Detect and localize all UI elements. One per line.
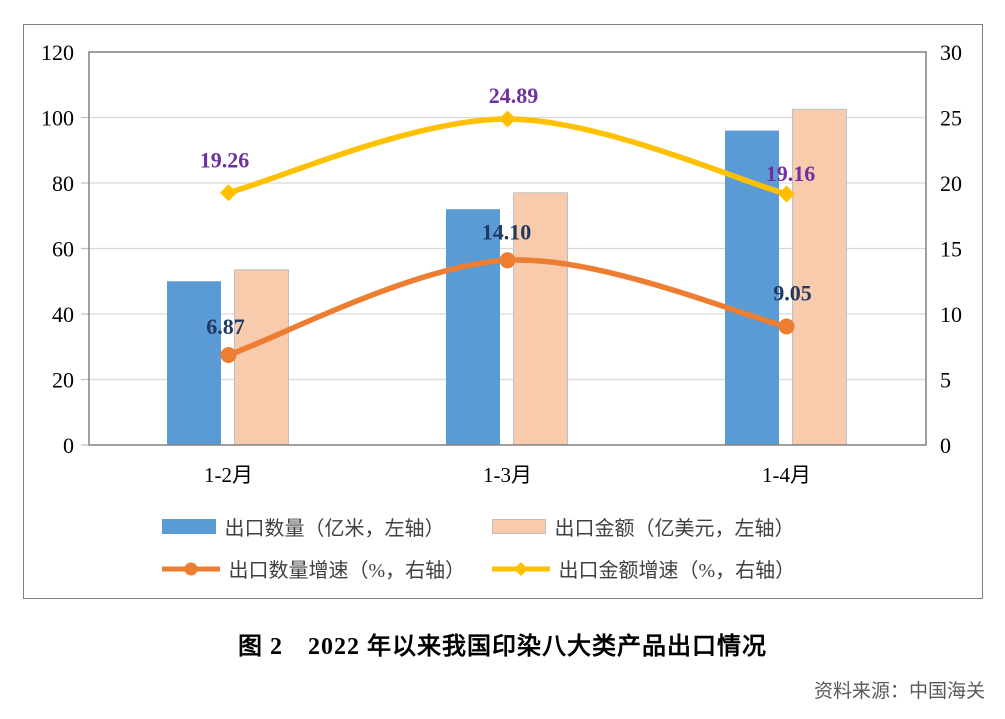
data-label-export-quantity-growth-line-0: 6.87 [206, 314, 245, 339]
right-axis-label-15: 15 [940, 237, 962, 262]
left-axis-label-40: 40 [52, 302, 74, 327]
x-axis-label-1: 1-3月 [483, 463, 532, 487]
left-axis-label-0: 0 [63, 433, 74, 458]
data-source: 资料来源：中国海关 [813, 681, 985, 702]
legend-label: 出口金额（亿美元，左轴） [554, 518, 795, 540]
data-label-export-amount-growth-line-0: 19.26 [200, 148, 250, 173]
diamond-line-swatch-svg [489, 561, 552, 576]
legend-item-export-amount-growth: 出口金额增速（%，右轴） [489, 554, 844, 583]
legend-label: 出口数量增速（%，右轴） [228, 560, 466, 582]
figure-caption: 图 2 2022 年以来我国印染八大类产品出口情况 [238, 634, 767, 660]
diamond-marker-0 [220, 184, 237, 202]
data-label-export-quantity-growth-line-1: 14.10 [482, 219, 532, 244]
left-axis-label-60: 60 [52, 237, 74, 262]
data-label-export-amount-growth-line-2: 19.16 [766, 161, 816, 186]
legend-item-export-quantity: 出口数量（亿米，左轴） [161, 512, 492, 541]
circle-marker-2 [778, 318, 795, 335]
diamond-marker-1 [499, 110, 516, 128]
plot-border [88, 51, 927, 446]
circle-line-swatch-svg [159, 562, 222, 575]
data-label-export-quantity-growth-line-2: 9.05 [773, 280, 812, 305]
export-quantity-bar-0 [167, 281, 221, 445]
right-axis-label-5: 5 [940, 368, 951, 393]
export-quantity-bar-swatch [161, 519, 216, 534]
legend-label: 出口数量（亿米，左轴） [224, 518, 445, 540]
right-axis-label-10: 10 [940, 302, 962, 327]
export-amount-bar-0 [234, 269, 289, 446]
right-axis-label-0: 0 [940, 433, 951, 458]
left-axis-label-100: 100 [41, 106, 74, 131]
left-axis-label-120: 120 [41, 40, 74, 65]
export-quantity-bar-1 [446, 209, 500, 445]
chart-legend-row-1: 出口数量（亿米，左轴） 出口金额（亿美元，左轴） [0, 512, 1005, 541]
right-axis-label-30: 30 [940, 40, 962, 65]
right-axis-label-25: 25 [940, 106, 962, 131]
export-amount-bar-2 [792, 108, 847, 446]
circle-marker-1 [499, 252, 516, 269]
legend-item-export-amount: 出口金额（亿美元，左轴） [491, 512, 844, 541]
left-axis-label-80: 80 [52, 171, 74, 196]
x-axis-label-0: 1-2月 [204, 463, 253, 487]
circle-marker-0 [220, 347, 237, 364]
legend-label: 出口金额增速（%，右轴） [558, 560, 796, 582]
left-axis-label-20: 20 [52, 368, 74, 393]
export-amount-growth-line-swatch [489, 560, 552, 578]
export-quantity-growth-line [225, 257, 790, 358]
x-axis-label-2: 1-4月 [762, 463, 811, 487]
export-amount-bar-1 [513, 192, 568, 446]
data-label-export-amount-growth-line-1: 24.89 [489, 83, 539, 108]
right-axis-label-20: 20 [940, 171, 962, 196]
diamond-marker-2 [778, 185, 795, 203]
legend-item-export-quantity-growth: 出口数量增速（%，右轴） [159, 554, 492, 583]
export-amount-bar-swatch [491, 519, 546, 534]
export-quantity-growth-line-swatch [159, 560, 222, 578]
chart-legend-row-2: 出口数量增速（%，右轴） 出口金额增速（%，右轴） [0, 554, 1005, 583]
